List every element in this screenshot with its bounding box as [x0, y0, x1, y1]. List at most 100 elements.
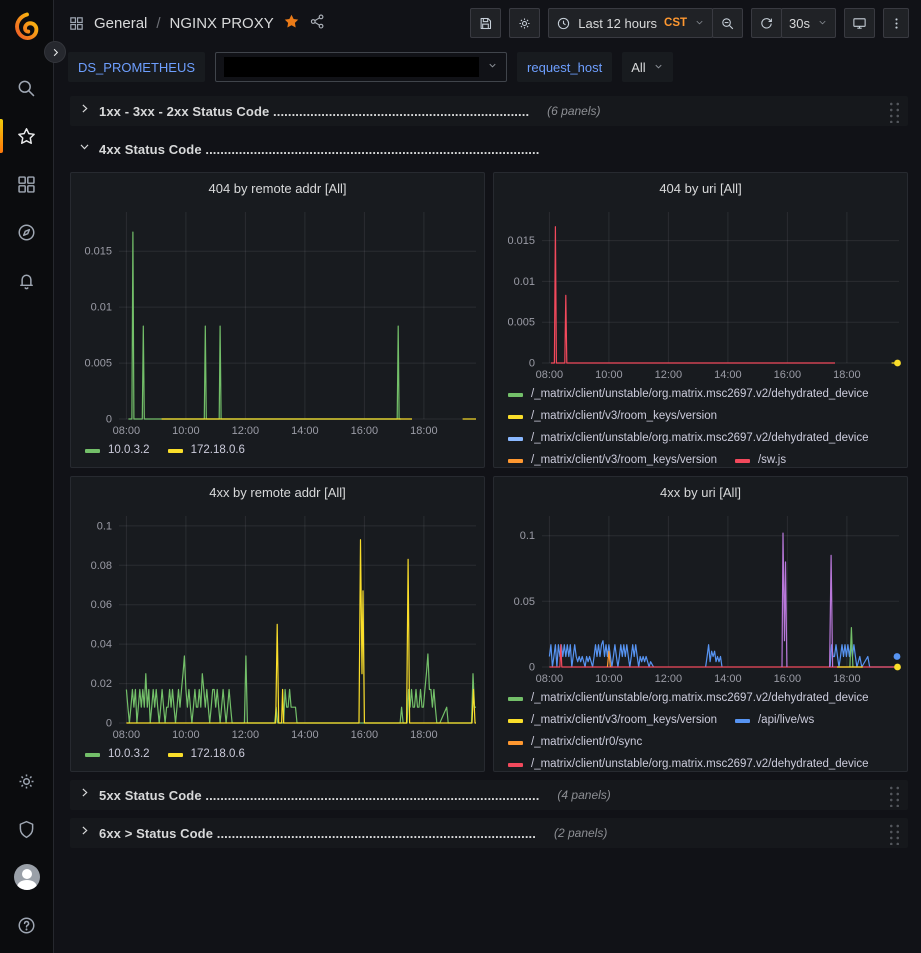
dashboard-variables-bar: DS_PROMETHEUS request_host All [54, 46, 921, 88]
x-axis-tick: 12:00 [655, 369, 683, 381]
sidebar-expand-button[interactable] [44, 41, 66, 63]
x-axis-tick: 10:00 [595, 673, 623, 685]
refresh-interval-dropdown[interactable]: 30s [781, 8, 836, 38]
more-options-button[interactable] [883, 8, 909, 38]
y-axis-tick: 0 [106, 414, 112, 426]
x-axis-tick: 14:00 [291, 425, 319, 437]
legend-swatch [508, 740, 523, 745]
row-4xx[interactable]: 4xx Status Code ........................… [70, 134, 908, 164]
series-line [849, 626, 854, 668]
legend-item[interactable]: /sw.js [734, 451, 786, 467]
panel-4xx-by-remote-addr: 4xx by remote addr [All] 08:00 10:00 12:00… [70, 476, 485, 772]
refresh-button[interactable] [751, 8, 783, 38]
refresh-interval-label: 30s [789, 15, 810, 31]
favorite-star-icon[interactable] [283, 13, 300, 34]
row-title: 1xx - 3xx - 2xx Status Code ............… [99, 103, 530, 119]
legend-item[interactable]: 172.18.0.6 [167, 745, 245, 764]
legend-label: 172.18.0.6 [190, 748, 245, 760]
chevron-down-icon [694, 16, 705, 31]
y-axis-tick: 0 [529, 662, 535, 674]
legend-item[interactable]: /_matrix/client/v3/room_keys/version [508, 711, 717, 730]
series-line [126, 539, 476, 724]
legend-item[interactable]: /_matrix/client/unstable/org.matrix.msc2… [508, 689, 869, 708]
row-title: 6xx > Status Code ......................… [99, 825, 536, 841]
x-axis-tick: 08:00 [536, 369, 564, 381]
timeseries-chart[interactable]: 08:00 10:00 12:00 14:00 16:00 18:00 0 0.05 0.1 [494, 508, 907, 687]
panel-title[interactable]: 4xx by uri [All] [660, 485, 741, 500]
timeseries-chart[interactable]: 08:00 10:00 12:00 14:00 16:00 18:00 0 0.005 0.01… [494, 204, 907, 383]
share-icon[interactable] [309, 13, 326, 34]
legend-label: /_matrix/client/v3/room_keys/version [531, 410, 717, 422]
legend-item[interactable]: /_matrix/client/v3/room_keys/version [508, 451, 717, 467]
sidebar-item-search[interactable] [0, 64, 53, 112]
breadcrumb-section[interactable]: General [94, 14, 148, 32]
panel-404-by-remote-addr: 404 by remote addr [All] 08:00 10:00 12:00… [70, 172, 485, 468]
save-button[interactable] [470, 8, 502, 38]
breadcrumb: General / NGINX PROXY [68, 13, 326, 34]
tv-mode-button[interactable] [844, 8, 875, 38]
legend-item[interactable]: /api/live/ws [734, 711, 815, 730]
sidebar-item-help[interactable] [0, 901, 53, 949]
panel-title[interactable]: 404 by remote addr [All] [208, 181, 347, 196]
sidebar-item-profile[interactable] [0, 853, 53, 901]
y-axis-tick: 0.005 [507, 317, 535, 329]
legend-swatch [508, 762, 523, 767]
y-axis-tick: 0.02 [91, 678, 112, 690]
series-line [781, 532, 788, 668]
row-1xx-3xx-2xx[interactable]: 1xx - 3xx - 2xx Status Code ............… [70, 96, 908, 126]
panel-4xx-by-uri: 4xx by uri [All] 08:00 10:00 12:00 14:00 16:… [493, 476, 908, 772]
variable-datasource-select[interactable] [215, 52, 508, 82]
timeseries-chart[interactable]: 08:00 10:00 12:00 14:00 16:00 18:00 0 0.02 0.04 0… [71, 508, 484, 743]
breadcrumb-title[interactable]: NGINX PROXY [169, 14, 274, 32]
timeseries-chart[interactable]: 08:00 10:00 12:00 14:00 16:00 18:00 0 0.005 0.01… [71, 204, 484, 439]
bell-icon [20, 274, 33, 289]
row-drag-handle[interactable] [887, 821, 900, 845]
variable-request-host-label[interactable]: request_host [517, 52, 613, 82]
legend-item[interactable]: /_matrix/client/unstable/org.matrix.msc2… [508, 429, 869, 448]
gear-icon [19, 774, 34, 788]
chevron-right-icon [78, 786, 91, 804]
legend-item[interactable]: /_matrix/client/unstable/org.matrix.msc2… [508, 755, 869, 771]
chart-canvas[interactable]: 08:00 10:00 12:00 14:00 16:00 18:00 0 0.005 0.01… [496, 204, 909, 383]
sidebar-item-dashboards[interactable] [0, 160, 53, 208]
zoom-out-icon [722, 17, 734, 29]
dashboard-settings-button[interactable] [509, 8, 541, 38]
legend-item[interactable]: 172.18.0.6 [167, 441, 245, 460]
sidebar-item-server-admin[interactable] [0, 805, 53, 853]
panel-title[interactable]: 404 by uri [All] [659, 181, 742, 196]
sidebar-item-configuration[interactable] [0, 757, 53, 805]
series-line [548, 640, 655, 668]
row-6xx[interactable]: 6xx > Status Code ......................… [70, 818, 908, 848]
legend-label: /api/live/ws [757, 714, 815, 726]
legend-item[interactable]: /_matrix/client/unstable/org.matrix.msc2… [508, 385, 869, 404]
row-drag-handle[interactable] [887, 99, 900, 123]
sidebar [0, 0, 54, 953]
legend-item[interactable]: /_matrix/client/r0/sync [508, 733, 642, 752]
panel-title[interactable]: 4xx by remote addr [All] [209, 485, 346, 500]
grafana-logo[interactable] [12, 12, 42, 42]
series-line [829, 554, 834, 668]
zoom-out-button[interactable] [712, 8, 744, 38]
legend-label: /_matrix/client/v3/room_keys/version [531, 714, 717, 726]
sidebar-item-alerting[interactable] [0, 256, 53, 304]
legend-item[interactable]: /_matrix/client/v3/room_keys/version [508, 407, 717, 426]
legend-label: 10.0.3.2 [108, 444, 150, 456]
y-axis-tick: 0.05 [514, 596, 535, 608]
row-drag-handle[interactable] [887, 783, 900, 807]
sidebar-item-starred[interactable] [0, 112, 53, 160]
legend-item[interactable]: 10.0.3.2 [85, 745, 150, 764]
legend-label: /_matrix/client/unstable/org.matrix.msc2… [531, 388, 869, 400]
variable-datasource-label[interactable]: DS_PROMETHEUS [68, 52, 206, 82]
save-icon [480, 17, 492, 29]
row-5xx[interactable]: 5xx Status Code ........................… [70, 780, 908, 810]
legend-item[interactable]: 10.0.3.2 [85, 441, 150, 460]
panel-404-by-uri: 404 by uri [All] 08:00 10:00 12:00 14:00 16:… [493, 172, 908, 468]
chart-canvas[interactable]: 08:00 10:00 12:00 14:00 16:00 18:00 0 0.05 0.1 [496, 508, 909, 687]
sidebar-item-explore[interactable] [0, 208, 53, 256]
chevron-down-icon [487, 58, 498, 76]
chart-canvas[interactable]: 08:00 10:00 12:00 14:00 16:00 18:00 0 0.005 0.01… [73, 204, 486, 439]
chart-canvas[interactable]: 08:00 10:00 12:00 14:00 16:00 18:00 0 0.02 0.04 0… [73, 508, 486, 743]
variable-request-host-select[interactable]: All [622, 52, 673, 82]
time-range-picker[interactable]: Last 12 hours CST [548, 8, 714, 38]
legend-swatch [734, 718, 750, 723]
